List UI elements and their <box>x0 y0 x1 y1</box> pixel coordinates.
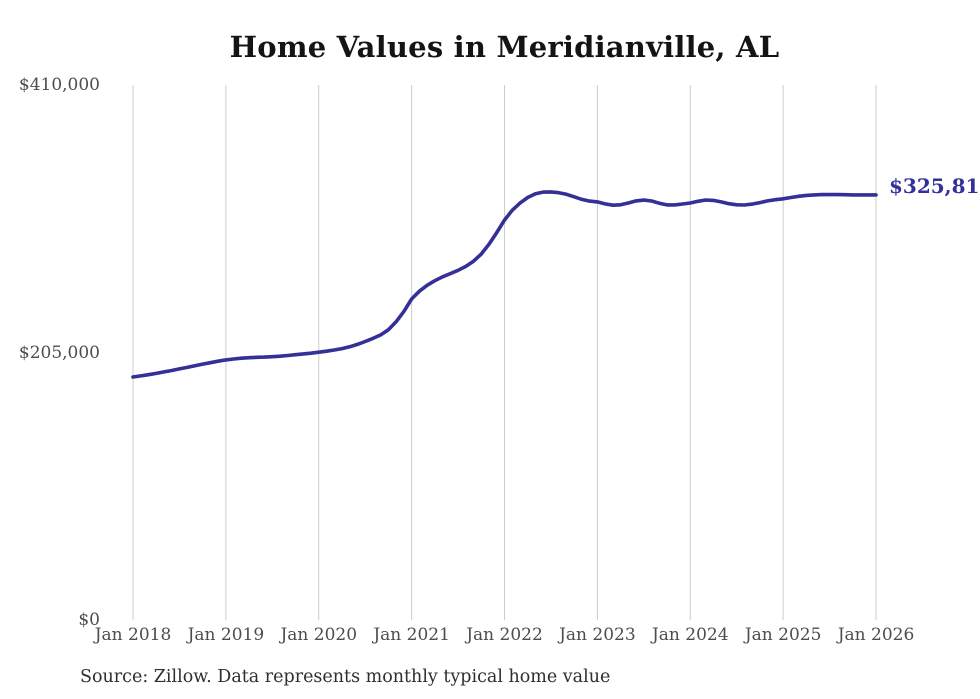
y-tick-label: $410,000 <box>18 75 100 95</box>
x-tick-label: Jan 2022 <box>466 625 543 645</box>
chart-title: Home Values in Meridianville, AL <box>229 30 780 64</box>
source-note: Source: Zillow. Data represents monthly … <box>80 667 611 687</box>
y-tick-label: $0 <box>78 610 100 630</box>
x-tick-label: Jan 2020 <box>280 625 358 645</box>
x-tick-label: Jan 2024 <box>651 625 729 645</box>
x-tick-label: Jan 2026 <box>837 625 915 645</box>
y-tick-label: $205,000 <box>18 342 100 363</box>
x-tick-label: Jan 2023 <box>559 625 636 645</box>
x-tick-label: Jan 2018 <box>94 625 172 645</box>
x-tick-label: Jan 2025 <box>744 625 822 645</box>
x-tick-label: Jan 2019 <box>187 625 265 645</box>
end-value-label: $325,815 <box>889 173 980 198</box>
x-tick-label: Jan 2021 <box>373 625 450 645</box>
home-value-line <box>131 190 878 379</box>
